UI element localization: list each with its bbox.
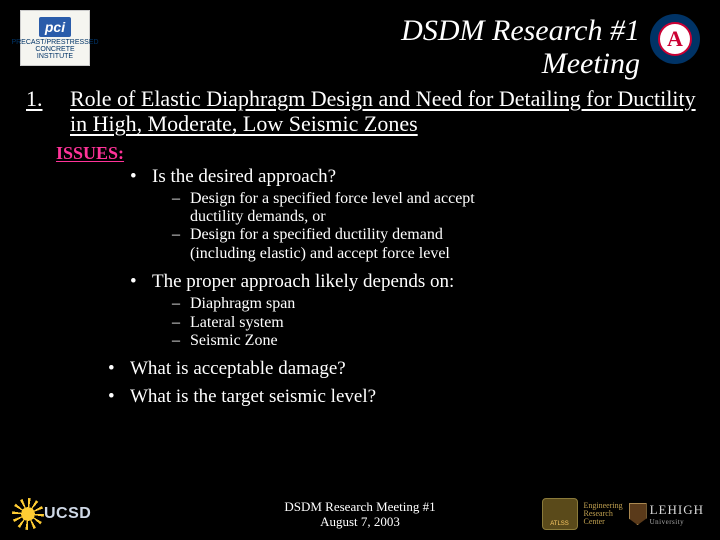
title-line2: Meeting [542,47,640,80]
section-text: Role of Elastic Diaphragm Design and Nee… [70,86,700,137]
section-number: 1. [20,86,70,137]
pci-sub2: CONCRETE INSTITUTE [21,46,89,60]
arizona-letter: A [658,22,692,56]
bullet-item: What is the target seismic level? [108,386,700,408]
title-line1: DSDM Research #1 [401,14,640,47]
sub-item: Seismic Zone [172,332,700,350]
lehigh-logo: LEHIGH University [629,502,704,526]
pci-abbr: pci [39,17,71,37]
pci-sub1: PRECAST/PRESTRESSED [11,39,98,46]
bullet-text: The proper approach likely depends on: [152,271,454,292]
bullet-text: Is the desired approach? [152,166,336,187]
lehigh-text: LEHIGH [650,502,704,518]
slide: pci PRECAST/PRESTRESSED CONCRETE INSTITU… [0,0,720,540]
bullet-list-bottom: What is acceptable damage? What is the t… [108,358,700,408]
sub-item: Design for a specified force level and a… [172,190,512,227]
lehigh-sub: University [650,518,704,526]
footer: UCSD ATLSS Engineering Research Center L… [0,498,720,530]
sub-list: Diaphragm span Lateral system Seismic Zo… [172,295,700,350]
bullet-item: The proper approach likely depends on: D… [130,271,700,350]
header: pci PRECAST/PRESTRESSED CONCRETE INSTITU… [20,10,700,80]
erc-l3: Center [584,517,605,526]
lehigh-block: LEHIGH University [650,502,704,526]
atlss-logo: ATLSS [542,498,578,530]
sub-item: Lateral system [172,314,700,332]
sub-list: Design for a specified force level and a… [172,190,700,264]
ucsd-text: UCSD [44,505,91,523]
bullet-list-top: Is the desired approach? Design for a sp… [130,166,700,351]
pci-logo: pci PRECAST/PRESTRESSED CONCRETE INSTITU… [20,10,90,66]
shield-icon [629,503,647,525]
slide-title: DSDM Research #1 Meeting [90,10,650,80]
section-heading: 1. Role of Elastic Diaphragm Design and … [20,86,700,137]
erc-text: Engineering Research Center [584,502,623,526]
issues-label: ISSUES: [56,143,700,164]
sub-item: Diaphragm span [172,295,700,313]
footer-right: ATLSS Engineering Research Center LEHIGH… [542,498,705,530]
ucsd-logo: UCSD [16,502,91,526]
sub-item: Design for a specified ductility demand … [172,226,512,263]
bullet-item: Is the desired approach? Design for a sp… [130,166,700,264]
sun-icon [16,502,40,526]
bullet-item: What is acceptable damage? [108,358,700,380]
arizona-logo: A [650,14,700,64]
